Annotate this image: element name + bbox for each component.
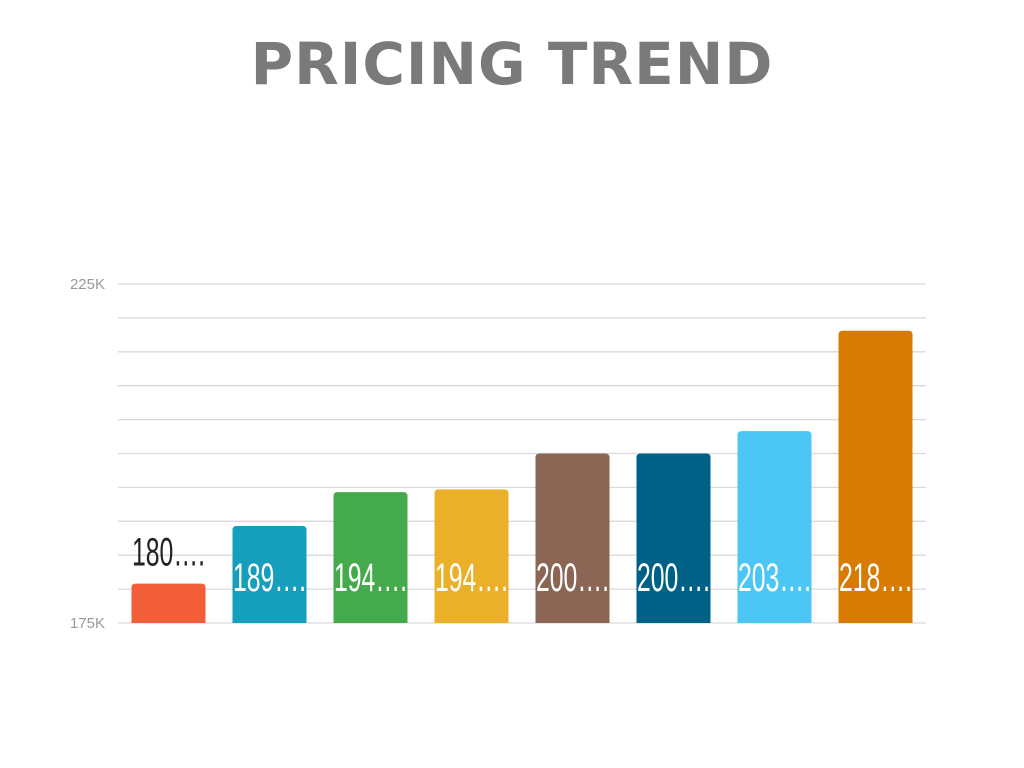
bars [131, 330, 913, 623]
bar [232, 526, 307, 623]
y-tick-label: 225K [70, 276, 105, 293]
bar [636, 453, 711, 623]
data-label: 194…. [435, 556, 508, 600]
chart-title: PRICING TREND [250, 30, 774, 98]
data-label: 189…. [233, 556, 306, 600]
y-tick-label: 175K [70, 615, 105, 632]
data-label: 180…. [132, 531, 205, 575]
bar [838, 330, 913, 623]
y-axis: 175K 225K [70, 276, 105, 632]
data-labels: 180…. 189…. 194…. 194…. 200…. 200…. 203…. 218…. [132, 531, 912, 601]
data-label: 200…. [536, 556, 609, 600]
bar [333, 492, 408, 623]
data-label: 218…. [839, 556, 912, 600]
bar [737, 431, 812, 623]
data-label: 200…. [637, 556, 710, 600]
data-label: 194…. [334, 556, 407, 600]
bar [434, 489, 509, 623]
data-label: 203…. [738, 556, 811, 600]
bar [535, 453, 610, 623]
bar [131, 583, 206, 623]
